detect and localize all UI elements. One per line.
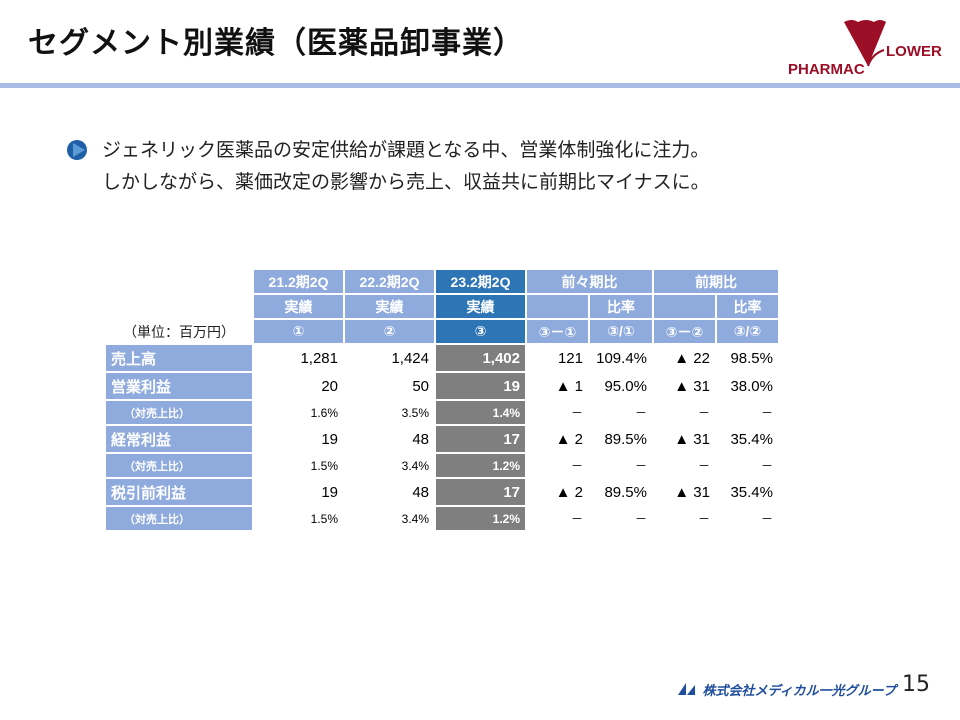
col-index: ③－② [654,320,715,343]
cell-value: 89.5% [604,430,647,448]
cell-value: － [760,512,773,526]
cell-value: 3.4% [401,458,429,473]
segment-results-table: 21.2期2Q 22.2期2Q 23.2期2Q 前々期比 前期比 実績 実績 実… [104,268,780,532]
lead-line: しかしながら、薬価改定の影響から売上、収益共に前期比マイナスに。 [102,171,710,193]
cell-value: － [634,512,647,526]
col-header: 前期比 [654,270,778,293]
cell-value: 3.4% [401,511,429,526]
cell-value: 19 [321,430,338,448]
cell-value: 50 [412,377,429,395]
col-index: ② [345,320,434,343]
page-title: セグメント別業績（医薬品卸事業） [28,26,524,61]
row-label: 営業利益 [106,373,252,399]
col-index: ① [254,320,343,343]
cell-value: 1.5% [310,458,338,473]
cell-value: 98.5% [730,349,773,367]
cell-value: 35.4% [730,483,773,501]
cell-value: ▲ 2 [555,483,583,501]
cell-value: ▲ 2 [555,430,583,448]
table-row: 売上高 1,281 1,424 1,402 121 109.4% ▲ 22 98.5% [106,345,778,371]
cell-value: 38.0% [730,377,773,395]
svg-text:LOWER: LOWER [886,43,942,60]
table-row: （対売上比） 1.5% 3.4% 1.2% － － － － [106,454,778,477]
cell-value: 1,424 [391,349,429,367]
medical-ikko-logo: 株式会社メディカル一光グループ [678,680,896,699]
cell-value: － [697,459,710,473]
row-label: （対売上比） [106,454,252,477]
row-label: 売上高 [106,345,252,371]
cell-value: － [570,459,583,473]
lead-text: ジェネリック医薬品の安定供給が課題となる中、営業体制強化に注力。 しかしながら、… [102,134,710,198]
cell-value: ▲ 31 [674,483,710,501]
table-row: 経常利益 19 48 17 ▲ 2 89.5% ▲ 31 35.4% [106,426,778,452]
bullet-arrow-icon [66,138,90,166]
cell-value: － [634,406,647,420]
cell-value: 1.5% [310,511,338,526]
cell-value: 19 [321,483,338,501]
table-row: （対売上比） 1.5% 3.4% 1.2% － － － － [106,507,778,530]
lead-line: ジェネリック医薬品の安定供給が課題となる中、営業体制強化に注力。 [102,139,710,161]
cell-value: － [634,459,647,473]
cell-value: 17 [436,426,525,452]
cell-value: ▲ 1 [555,377,583,395]
pharmacflower-logo: PHARMAC LOWER [786,14,946,84]
cell-value: － [570,406,583,420]
company-name: 株式会社メディカル一光グループ [702,684,896,699]
col-header: 22.2期2Q [345,270,434,293]
cell-value: 35.4% [730,430,773,448]
cell-value: － [570,512,583,526]
col-index: ③/② [717,320,778,343]
cell-value: 1.4% [436,401,525,424]
cell-value: 109.4% [596,349,647,367]
cell-value: 1.2% [436,454,525,477]
cell-value: － [760,406,773,420]
table-row: 税引前利益 19 48 17 ▲ 2 89.5% ▲ 31 35.4% [106,479,778,505]
col-header: 21.2期2Q [254,270,343,293]
cell-value: 1,281 [300,349,338,367]
col-subheader: 比率 [717,295,778,318]
cell-value: 3.5% [401,405,429,420]
cell-value: － [697,512,710,526]
cell-value: － [760,459,773,473]
cell-value: 89.5% [604,483,647,501]
cell-value: 95.0% [604,377,647,395]
cell-value: ▲ 31 [674,430,710,448]
cell-value: 48 [412,483,429,501]
cell-value: 1,402 [436,345,525,371]
col-subheader: 実績 [254,295,343,318]
col-header: 23.2期2Q [436,270,525,293]
svg-text:PHARMAC: PHARMAC [788,61,865,78]
row-label: （対売上比） [106,401,252,424]
col-index: ③/① [590,320,652,343]
cell-value: 1.2% [436,507,525,530]
cell-value: 20 [321,377,338,395]
cell-value: － [697,406,710,420]
col-index: ③ [436,320,525,343]
col-index: ③－① [527,320,588,343]
cell-value: 19 [436,373,525,399]
row-label: 税引前利益 [106,479,252,505]
col-header: 前々期比 [527,270,652,293]
table-row: 営業利益 20 50 19 ▲ 1 95.0% ▲ 31 38.0% [106,373,778,399]
row-label: 経常利益 [106,426,252,452]
row-label: （対売上比） [106,507,252,530]
col-subheader: 比率 [590,295,652,318]
header-divider [0,83,960,88]
col-subheader: 実績 [345,295,434,318]
cell-value: ▲ 22 [674,349,710,367]
cell-value: 121 [557,349,583,367]
table-row: （対売上比） 1.6% 3.5% 1.4% － － － － [106,401,778,424]
cell-value: 1.6% [310,405,338,420]
cell-value: 17 [436,479,525,505]
page-number: 15 [902,672,930,697]
cell-value: ▲ 31 [674,377,710,395]
col-subheader: 実績 [436,295,525,318]
cell-value: 48 [412,430,429,448]
unit-label: （単位：百万円） [123,323,235,340]
